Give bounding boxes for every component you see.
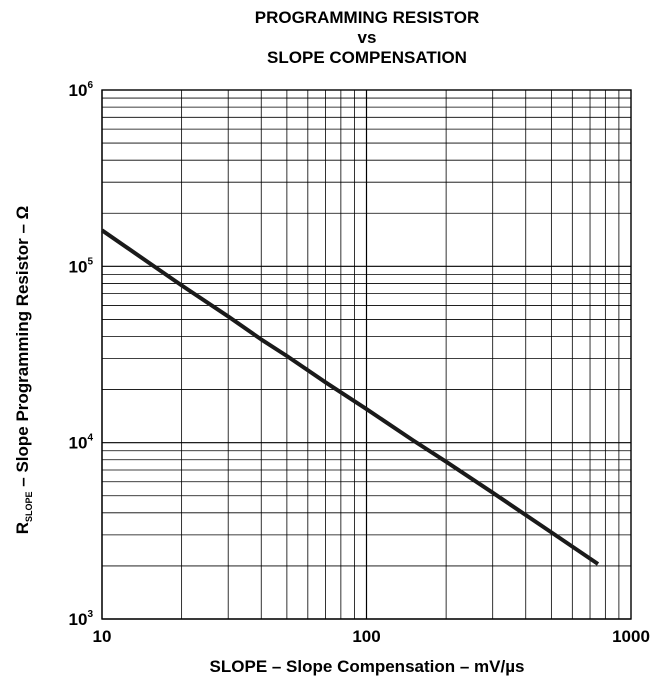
- y-tick-label: 103: [69, 609, 94, 629]
- chart-title-line-2: vs: [358, 28, 377, 47]
- x-axis-label: SLOPE – Slope Compensation – mV/µs: [210, 657, 525, 676]
- chart-title-line-1: PROGRAMMING RESISTOR: [255, 8, 479, 27]
- y-axis-label: RSLOPE – Slope Programming Resistor – Ω: [13, 206, 34, 535]
- y-axis-label-symbol: R: [13, 522, 32, 534]
- x-tick-label: 1000: [612, 627, 650, 646]
- y-tick-label: 104: [69, 433, 94, 453]
- y-tick-label: 105: [69, 256, 94, 276]
- chart-title: PROGRAMMING RESISTOR vs SLOPE COMPENSATI…: [255, 8, 479, 67]
- y-tick-label: 106: [69, 80, 94, 100]
- x-tick-label: 100: [352, 627, 380, 646]
- series-layer: [100, 228, 600, 566]
- chart-title-line-3: SLOPE COMPENSATION: [267, 48, 467, 67]
- x-tick-label: 10: [93, 627, 112, 646]
- y-axis-label-subscript: SLOPE: [24, 491, 34, 522]
- plot-frame: [101, 89, 632, 620]
- y-tick-labels: 103 104 105 106: [69, 80, 94, 629]
- x-tick-labels: 10 100 1000: [93, 627, 650, 646]
- y-axis-label-text: – Slope Programming Resistor – Ω: [13, 206, 32, 492]
- series-line-1: [100, 228, 600, 566]
